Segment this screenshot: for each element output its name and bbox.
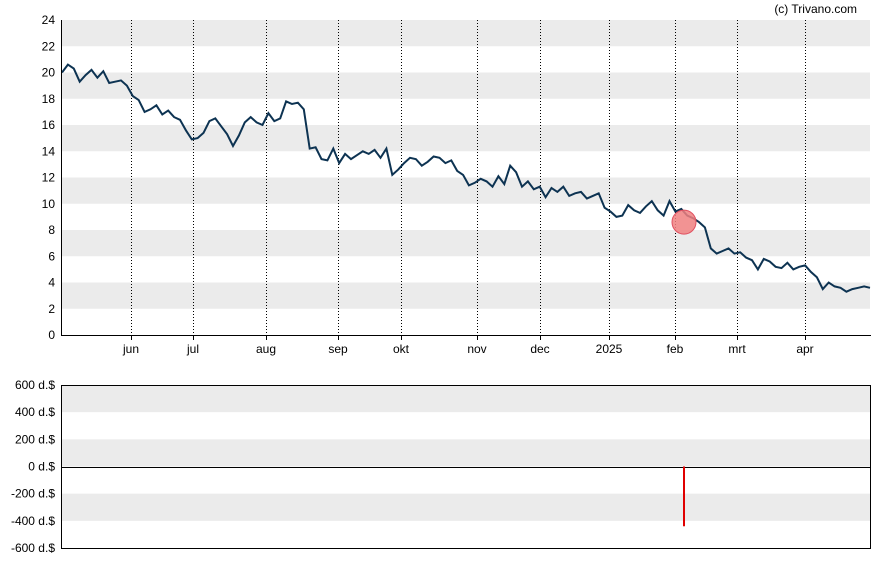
volume-y-tick-label: 400 d.$ [15,405,55,419]
price-y-tick-label: 4 [48,276,55,290]
credit-label: (c) Trivano.com [774,2,857,16]
price-y-tick-label: 20 [42,66,56,80]
price-band [62,230,870,257]
price-x-tick-label: 2025 [596,342,623,356]
price-y-tick-label: 12 [42,171,56,185]
price-y-tick-label: 6 [48,249,55,263]
volume-y-tick-label: -400 d.$ [11,514,55,528]
volume-y-tick-label: 200 d.$ [15,432,55,446]
volume-bands [62,385,870,521]
price-band [62,20,870,47]
price-y-tick-label: 14 [42,144,56,158]
price-x-tick-label: feb [667,342,684,356]
price-x-tick-label: nov [467,342,486,356]
volume-panel: 600 d.$ 400 d.$ 200 d.$ 0 d.$ -200 d.$ -400 d… [11,378,871,555]
price-y-tick-label: 24 [42,13,56,27]
price-y-tick-label: 22 [42,39,56,53]
price-bands [62,20,870,309]
volume-y-tick-label: 0 d.$ [28,460,55,474]
volume-band [62,493,870,521]
price-x-tick-label: dec [530,342,549,356]
trade-marker [671,209,697,235]
price-y-tick-label: 2 [48,302,55,316]
price-x-tick-label: apr [796,342,813,356]
volume-band [62,439,870,467]
price-y-tick-label: 0 [48,328,55,342]
price-x-tick-label: mrt [728,342,746,356]
volume-y-tick-labels: 600 d.$ 400 d.$ 200 d.$ 0 d.$ -200 d.$ -400 d… [11,378,55,555]
price-band [62,282,870,309]
price-band [62,72,870,99]
price-x-tick-labels: jun jul aug sep okt nov dec 2025 feb mrt apr [122,335,814,356]
price-x-tick-label: okt [393,342,410,356]
volume-y-tick-label: -200 d.$ [11,487,55,501]
price-y-tick-label: 16 [42,118,56,132]
price-x-tick-label: jul [186,342,199,356]
price-y-tick-label: 8 [48,223,55,237]
price-x-tick-label: jun [122,342,139,356]
volume-band [62,385,870,413]
price-y-tick-label: 10 [42,197,56,211]
price-band [62,125,870,152]
price-x-tick-label: sep [328,342,348,356]
volume-y-tick-label: 600 d.$ [15,378,55,392]
volume-y-tick-label: -600 d.$ [11,541,55,555]
price-x-tick-label: aug [256,342,276,356]
price-y-tick-label: 18 [42,92,56,106]
price-line [61,63,871,293]
